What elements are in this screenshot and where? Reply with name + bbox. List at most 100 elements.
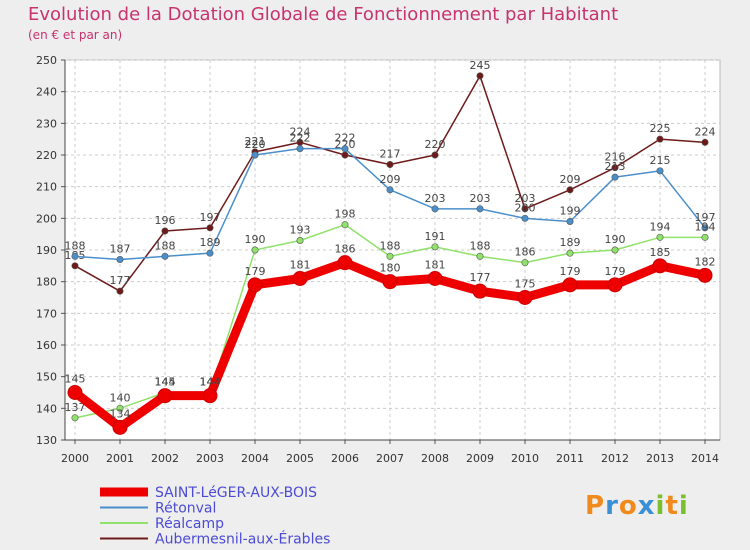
data-point bbox=[701, 233, 709, 241]
data-label: 179 bbox=[605, 265, 626, 278]
data-label: 145 bbox=[65, 373, 86, 386]
data-point bbox=[611, 173, 619, 181]
data-label: 217 bbox=[380, 148, 401, 161]
data-point bbox=[656, 135, 664, 143]
x-tick-label: 2012 bbox=[601, 452, 629, 465]
logo-letter: i bbox=[678, 491, 689, 521]
legend-label: Réalcamp bbox=[155, 516, 224, 532]
data-point bbox=[251, 151, 259, 159]
data-point bbox=[112, 419, 128, 435]
legend-label: Aubermesnil-aux-Érables bbox=[155, 531, 330, 548]
x-tick-label: 2002 bbox=[151, 452, 179, 465]
data-point bbox=[341, 151, 349, 159]
x-tick-label: 2010 bbox=[511, 452, 539, 465]
data-label: 179 bbox=[560, 265, 581, 278]
data-label: 222 bbox=[335, 132, 356, 145]
y-tick-label: 230 bbox=[36, 117, 57, 130]
data-point bbox=[656, 233, 664, 241]
x-tick-label: 2008 bbox=[421, 452, 449, 465]
data-point bbox=[476, 205, 484, 213]
data-label: 181 bbox=[425, 259, 446, 272]
y-tick-label: 250 bbox=[36, 54, 57, 67]
data-point bbox=[701, 224, 709, 232]
data-point bbox=[157, 388, 173, 404]
data-label: 213 bbox=[605, 160, 626, 173]
y-tick-label: 240 bbox=[36, 86, 57, 99]
data-point bbox=[386, 186, 394, 194]
data-label: 221 bbox=[245, 135, 266, 148]
data-label: 220 bbox=[425, 138, 446, 151]
data-point bbox=[521, 214, 529, 222]
data-label: 225 bbox=[650, 122, 671, 135]
data-point bbox=[71, 262, 79, 270]
data-label: 188 bbox=[470, 239, 491, 252]
data-label: 197 bbox=[200, 211, 221, 224]
data-label: 188 bbox=[155, 239, 176, 252]
data-label: 209 bbox=[380, 173, 401, 186]
data-point bbox=[656, 167, 664, 175]
data-label: 194 bbox=[695, 220, 716, 233]
y-tick-label: 170 bbox=[36, 307, 57, 320]
data-label: 177 bbox=[470, 271, 491, 284]
data-label: 215 bbox=[650, 154, 671, 167]
data-point bbox=[337, 255, 353, 271]
x-tick-label: 2011 bbox=[556, 452, 584, 465]
data-label: 179 bbox=[245, 265, 266, 278]
data-point bbox=[611, 164, 619, 172]
logo-letter: r bbox=[605, 491, 619, 521]
data-point bbox=[476, 252, 484, 260]
data-label: 175 bbox=[515, 278, 536, 291]
data-label: 187 bbox=[110, 243, 131, 256]
proxiti-logo: Proxiti bbox=[585, 491, 689, 521]
data-point bbox=[206, 249, 214, 257]
data-label: 185 bbox=[650, 246, 671, 259]
y-tick-label: 220 bbox=[36, 149, 57, 162]
chart-subtitle: (en € et par an) bbox=[28, 28, 123, 42]
data-point bbox=[607, 277, 623, 293]
data-point bbox=[476, 72, 484, 80]
data-label: 182 bbox=[695, 255, 716, 268]
x-tick-label: 2001 bbox=[106, 452, 134, 465]
data-label: 203 bbox=[515, 192, 536, 205]
data-label: 144 bbox=[155, 376, 176, 389]
data-label: 140 bbox=[110, 391, 131, 404]
data-point bbox=[431, 243, 439, 251]
x-tick-label: 2007 bbox=[376, 452, 404, 465]
y-tick-label: 150 bbox=[36, 371, 57, 384]
data-point bbox=[71, 252, 79, 260]
x-tick-label: 2000 bbox=[61, 452, 89, 465]
data-label: 190 bbox=[605, 233, 626, 246]
data-label: 193 bbox=[290, 224, 311, 237]
data-point bbox=[517, 290, 533, 305]
data-label: 180 bbox=[380, 262, 401, 275]
y-tick-label: 210 bbox=[36, 181, 57, 194]
data-label: 209 bbox=[560, 173, 581, 186]
data-label: 188 bbox=[380, 239, 401, 252]
data-label: 145 bbox=[155, 376, 176, 389]
data-point bbox=[566, 249, 574, 257]
y-tick-label: 140 bbox=[36, 402, 57, 415]
data-label: 194 bbox=[650, 220, 671, 233]
data-label: 134 bbox=[110, 407, 131, 420]
data-label: 189 bbox=[560, 236, 581, 249]
data-label: 181 bbox=[290, 259, 311, 272]
data-label: 222 bbox=[290, 132, 311, 145]
data-label: 203 bbox=[470, 192, 491, 205]
data-label: 224 bbox=[290, 125, 311, 138]
x-tick-label: 2003 bbox=[196, 452, 224, 465]
data-point bbox=[202, 388, 218, 404]
data-label: 198 bbox=[335, 208, 356, 221]
data-label: 203 bbox=[425, 192, 446, 205]
legend-label: Rétonval bbox=[155, 501, 216, 517]
data-point bbox=[341, 221, 349, 229]
x-tick-label: 2014 bbox=[691, 452, 719, 465]
data-point bbox=[652, 258, 668, 274]
chart-title: Evolution de la Dotation Globale de Fonc… bbox=[28, 4, 619, 25]
legend-label: SAINT-LéGER-AUX-BOIS bbox=[155, 485, 317, 501]
y-tick-label: 200 bbox=[36, 212, 57, 225]
logo-letter: t bbox=[665, 491, 679, 521]
y-tick-label: 190 bbox=[36, 244, 57, 257]
data-point bbox=[206, 224, 214, 232]
x-tick-label: 2005 bbox=[286, 452, 314, 465]
